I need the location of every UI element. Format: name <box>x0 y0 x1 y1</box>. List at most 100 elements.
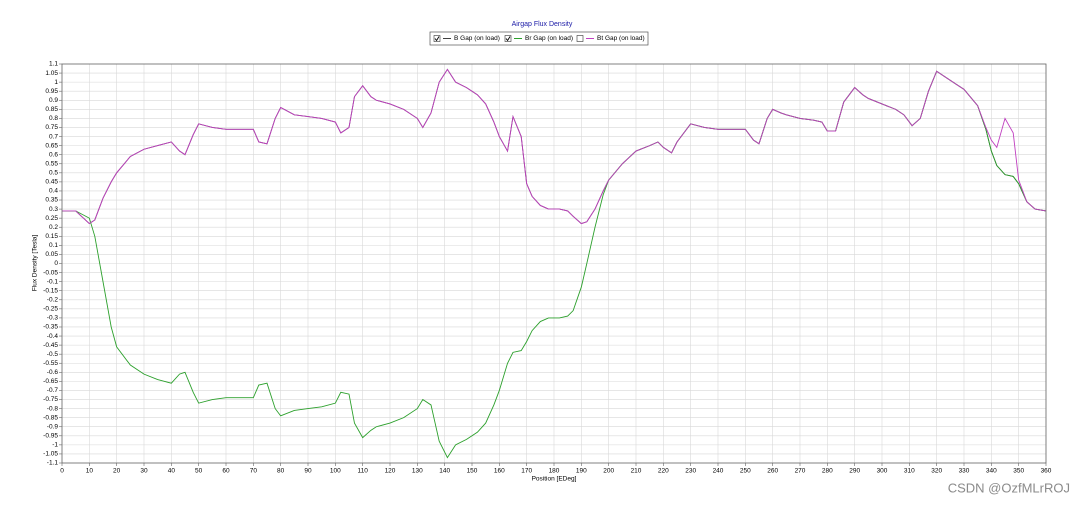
x-tick-label: 220 <box>658 468 669 475</box>
y-tick-label: -1.1 <box>47 460 59 467</box>
y-tick-label: 0.45 <box>45 179 58 186</box>
y-tick-label: 0.55 <box>45 160 58 167</box>
y-tick-label: 1.05 <box>45 70 58 77</box>
x-tick-label: 340 <box>986 468 997 475</box>
chart-title: Airgap Flux Density <box>512 21 573 28</box>
y-tick-label: 0.85 <box>45 106 58 113</box>
x-tick-label: 210 <box>631 468 642 475</box>
y-tick-label: -0.7 <box>47 387 59 394</box>
y-tick-label: -1.05 <box>43 451 58 458</box>
legend-checkbox <box>504 35 512 42</box>
x-tick-label: 230 <box>685 468 696 475</box>
y-axis-label: Flux Density [Tesla] <box>32 235 39 292</box>
x-tick-label: 360 <box>1041 468 1052 475</box>
x-tick-label: 130 <box>412 468 423 475</box>
x-tick-label: 140 <box>439 468 450 475</box>
y-tick-label: 0.25 <box>45 215 58 222</box>
x-tick-label: 110 <box>357 468 368 475</box>
x-tick-label: 0 <box>60 468 64 475</box>
x-tick-label: 290 <box>849 468 860 475</box>
legend-box <box>429 31 649 46</box>
legend-label: B Gap (on load) <box>454 35 500 42</box>
x-tick-label: 250 <box>740 468 751 475</box>
y-tick-label: -0.8 <box>47 405 59 412</box>
y-tick-label: -1 <box>52 442 58 449</box>
y-tick-label: 0.15 <box>45 233 58 240</box>
y-tick-label: -0.15 <box>43 287 58 294</box>
y-tick-label: 1.1 <box>49 61 58 68</box>
x-tick-label: 30 <box>140 468 148 475</box>
y-tick-label: -0.6 <box>47 369 59 376</box>
y-tick-label: -0.25 <box>43 306 58 313</box>
x-tick-label: 160 <box>494 468 505 475</box>
y-tick-label: -0.85 <box>43 414 58 421</box>
x-tick-label: 150 <box>467 468 478 475</box>
y-tick-label: 0.8 <box>49 115 58 122</box>
x-tick-label: 60 <box>222 468 230 475</box>
legend-checkbox <box>576 35 584 42</box>
y-tick-label: 0.6 <box>49 151 58 158</box>
y-tick-label: 0.4 <box>49 188 58 195</box>
x-tick-label: 300 <box>877 468 888 475</box>
y-tick-label: -0.75 <box>43 396 58 403</box>
x-tick-label: 70 <box>250 468 258 475</box>
y-tick-label: -0.9 <box>47 423 59 430</box>
x-tick-label: 350 <box>1013 468 1024 475</box>
legend-label: Br Gap (on load) <box>525 35 573 42</box>
legend-check <box>434 36 440 42</box>
x-tick-label: 320 <box>931 468 942 475</box>
y-tick-label: 0.65 <box>45 142 58 149</box>
y-tick-label: -0.4 <box>47 333 59 340</box>
x-tick-label: 90 <box>304 468 312 475</box>
x-axis-label: Position [EDeg] <box>532 476 577 483</box>
x-tick-label: 240 <box>713 468 724 475</box>
y-tick-label: -0.3 <box>47 315 59 322</box>
y-tick-label: 0.3 <box>49 206 58 213</box>
y-tick-label: -0.35 <box>43 324 58 331</box>
grid: -1.1 -1.05 -1 -0.95 -0.9 -0.85 -0.8 -0.75 -0.7 -0… <box>43 61 1052 475</box>
x-tick-label: 200 <box>603 468 614 475</box>
y-tick-label: -0.65 <box>43 378 58 385</box>
y-tick-label: 0.35 <box>45 197 58 204</box>
y-tick-label: -0.1 <box>47 278 59 285</box>
legend-label: Bt Gap (on load) <box>597 35 645 42</box>
plot-frame <box>61 63 1047 464</box>
y-tick-label: -0.45 <box>43 342 58 349</box>
watermark: CSDN @OzfMLrROJ <box>948 480 1070 495</box>
series-line <box>62 68 1047 225</box>
y-tick-label: 0.5 <box>49 170 58 177</box>
x-tick-label: 190 <box>576 468 587 475</box>
y-tick-label: 0.1 <box>49 242 58 249</box>
plot-lines <box>62 68 1047 459</box>
x-tick-label: 180 <box>549 468 560 475</box>
legend-checkbox <box>433 35 441 42</box>
y-tick-label: -0.55 <box>43 360 58 367</box>
y-tick-label: 0.95 <box>45 88 58 95</box>
x-tick-label: 260 <box>767 468 778 475</box>
y-tick-label: -0.95 <box>43 433 58 440</box>
x-tick-label: 270 <box>795 468 806 475</box>
y-tick-label: -0.2 <box>47 296 59 303</box>
x-tick-label: 330 <box>959 468 970 475</box>
y-tick-label: -0.05 <box>43 269 58 276</box>
y-tick-label: 0.05 <box>45 251 58 258</box>
y-tick-label: 0.7 <box>49 133 58 140</box>
y-tick-label: -0.5 <box>47 351 59 358</box>
y-tick-label: 0.2 <box>49 224 58 231</box>
x-tick-label: 170 <box>521 468 532 475</box>
legend-check <box>505 36 511 42</box>
y-tick-label: 0 <box>54 260 58 267</box>
x-tick-label: 280 <box>822 468 833 475</box>
x-tick-label: 40 <box>168 468 176 475</box>
x-tick-label: 50 <box>195 468 203 475</box>
x-tick-label: 100 <box>330 468 341 475</box>
x-tick-label: 10 <box>86 468 94 475</box>
y-tick-label: 0.75 <box>45 124 58 131</box>
x-tick-label: 310 <box>904 468 915 475</box>
x-tick-label: 80 <box>277 468 285 475</box>
x-tick-label: 120 <box>385 468 396 475</box>
y-tick-label: 1 <box>54 79 58 86</box>
x-tick-label: 20 <box>113 468 121 475</box>
